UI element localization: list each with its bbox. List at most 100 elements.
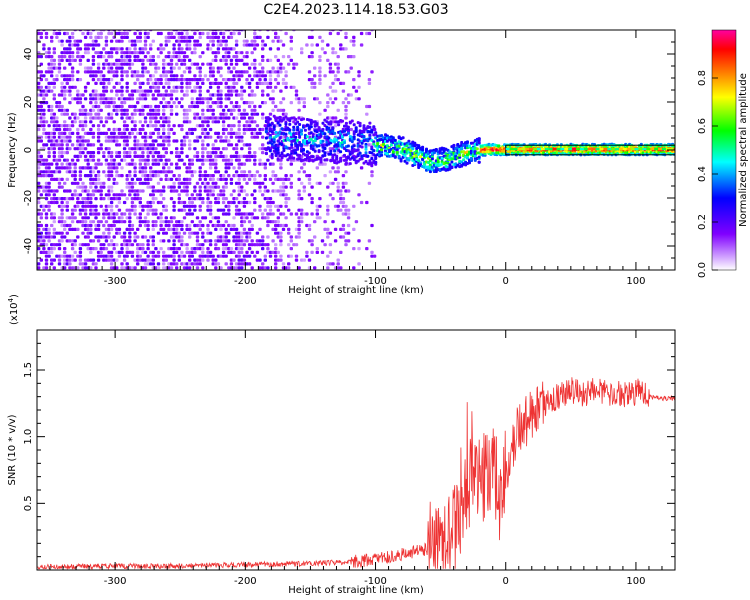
spectrogram-cell xyxy=(190,231,194,235)
spectrogram-cell xyxy=(352,78,356,82)
spectrogram-cell xyxy=(89,239,93,243)
spectrogram-cell xyxy=(115,197,119,201)
spectrogram-cell xyxy=(167,254,171,258)
spectrogram-cell xyxy=(141,258,145,262)
spectrogram-cell xyxy=(107,174,111,178)
spectrogram-cell xyxy=(335,157,339,161)
spectrogram-cell xyxy=(141,181,145,185)
spectrogram-cell xyxy=(133,81,137,85)
spectrogram-cell xyxy=(297,101,301,105)
spectrogram-cell xyxy=(115,89,119,93)
spectrogram-cell xyxy=(162,97,166,101)
spectrogram-cell xyxy=(73,239,77,243)
spectrogram-cell xyxy=(177,208,181,212)
spectrogram-cell xyxy=(89,112,93,116)
spectrogram-cell xyxy=(63,181,67,185)
spectrogram-cell xyxy=(83,258,88,262)
spectrogram-cell xyxy=(57,204,62,208)
spectrogram-cell xyxy=(109,243,114,247)
spectrogram-cell xyxy=(240,243,244,247)
spectrogram-cell xyxy=(169,108,174,112)
spectrogram-cell xyxy=(294,212,299,216)
spectrogram-cell xyxy=(96,116,101,120)
spectrogram-cell xyxy=(339,189,343,193)
spectrogram-cell xyxy=(343,141,346,145)
spectrogram-cell xyxy=(154,162,158,166)
spectrogram-cell xyxy=(50,139,54,143)
spectrogram-cell xyxy=(89,185,93,189)
spectrogram-cell xyxy=(138,85,142,89)
spectrogram-cell xyxy=(344,121,348,125)
spectrogram-cell xyxy=(307,181,312,185)
spectrogram-cell xyxy=(318,204,322,208)
spectrogram-cell xyxy=(188,204,192,208)
spectrogram-cell xyxy=(83,197,88,201)
spectrogram-cell xyxy=(99,35,103,39)
spectrogram-cell xyxy=(162,239,166,243)
spectrogram-cell xyxy=(227,212,231,216)
spectrogram-cell xyxy=(365,247,369,251)
spectrogram-cell xyxy=(76,101,80,105)
spectrogram-cell xyxy=(39,204,43,208)
spectrogram-cell xyxy=(177,158,181,162)
spectrogram-cell xyxy=(289,58,293,62)
spectrogram-cell xyxy=(253,158,257,162)
spectrogram-cell xyxy=(70,162,75,166)
spectrogram-cell xyxy=(57,58,62,62)
spectrogram-cell xyxy=(247,158,252,162)
spectrogram-cell xyxy=(237,247,241,251)
spectrogram-cell xyxy=(357,70,361,74)
spectrogram-cell xyxy=(201,78,205,82)
spectrogram-cell xyxy=(102,181,106,185)
spectrogram-cell xyxy=(68,170,72,174)
spectrogram-cell xyxy=(146,104,150,109)
spectrogram-cell xyxy=(177,51,181,55)
spectrogram-cell xyxy=(128,208,132,212)
spectrogram-cell xyxy=(141,66,145,70)
spectrogram-cell xyxy=(169,189,174,193)
spectrogram-cell xyxy=(175,112,179,116)
spectrogram-cell xyxy=(104,158,109,162)
spectrogram-cell xyxy=(206,193,210,197)
spectrogram-cell xyxy=(39,116,43,120)
spectrogram-cell xyxy=(232,55,236,59)
spectrogram-cell xyxy=(112,243,116,247)
spectrogram-cell xyxy=(219,135,223,139)
spectrogram-cell xyxy=(234,239,239,243)
spectrogram-cell xyxy=(151,131,155,135)
spectrogram-cell xyxy=(37,174,41,178)
spectrogram-cell xyxy=(52,135,56,139)
spectrogram-cell xyxy=(50,131,54,135)
spectrogram-cell xyxy=(172,250,176,254)
spectrogram-cell xyxy=(112,62,116,66)
spectrogram-cell xyxy=(57,31,62,36)
spectrogram-cell xyxy=(292,85,296,89)
spectrogram-cell xyxy=(73,216,77,220)
spectrogram-cell xyxy=(133,151,137,155)
spectrogram-cell xyxy=(37,31,41,36)
spectrogram-cell xyxy=(109,204,114,208)
spectrogram-cell xyxy=(57,104,62,109)
spectrogram-cell xyxy=(352,123,356,127)
spectrogram-cell xyxy=(78,250,83,254)
spectrogram-cell xyxy=(185,193,189,197)
spectrogram-cell xyxy=(138,220,142,224)
spectrogram-cell xyxy=(407,139,411,143)
spectrogram-cell xyxy=(115,204,119,208)
spectrogram-cell xyxy=(125,116,129,120)
spectrogram-cell xyxy=(261,162,265,166)
spectrogram-cell xyxy=(270,142,274,146)
spectrogram-cell xyxy=(216,200,221,205)
spectrogram-cell xyxy=(198,116,202,120)
spectrogram-cell xyxy=(261,181,265,185)
spectrogram-cell xyxy=(346,131,350,135)
spectrogram-cell xyxy=(96,220,101,224)
spectrogram-cell xyxy=(146,204,150,208)
spectrogram-cell xyxy=(240,51,244,55)
spectrogram-cell xyxy=(94,97,98,101)
spectrogram-cell xyxy=(86,47,90,51)
spectrogram-cell xyxy=(216,235,221,239)
spectrogram-cell xyxy=(240,235,244,239)
spectrogram-cell xyxy=(247,43,252,47)
spectrogram-cell xyxy=(128,151,132,155)
